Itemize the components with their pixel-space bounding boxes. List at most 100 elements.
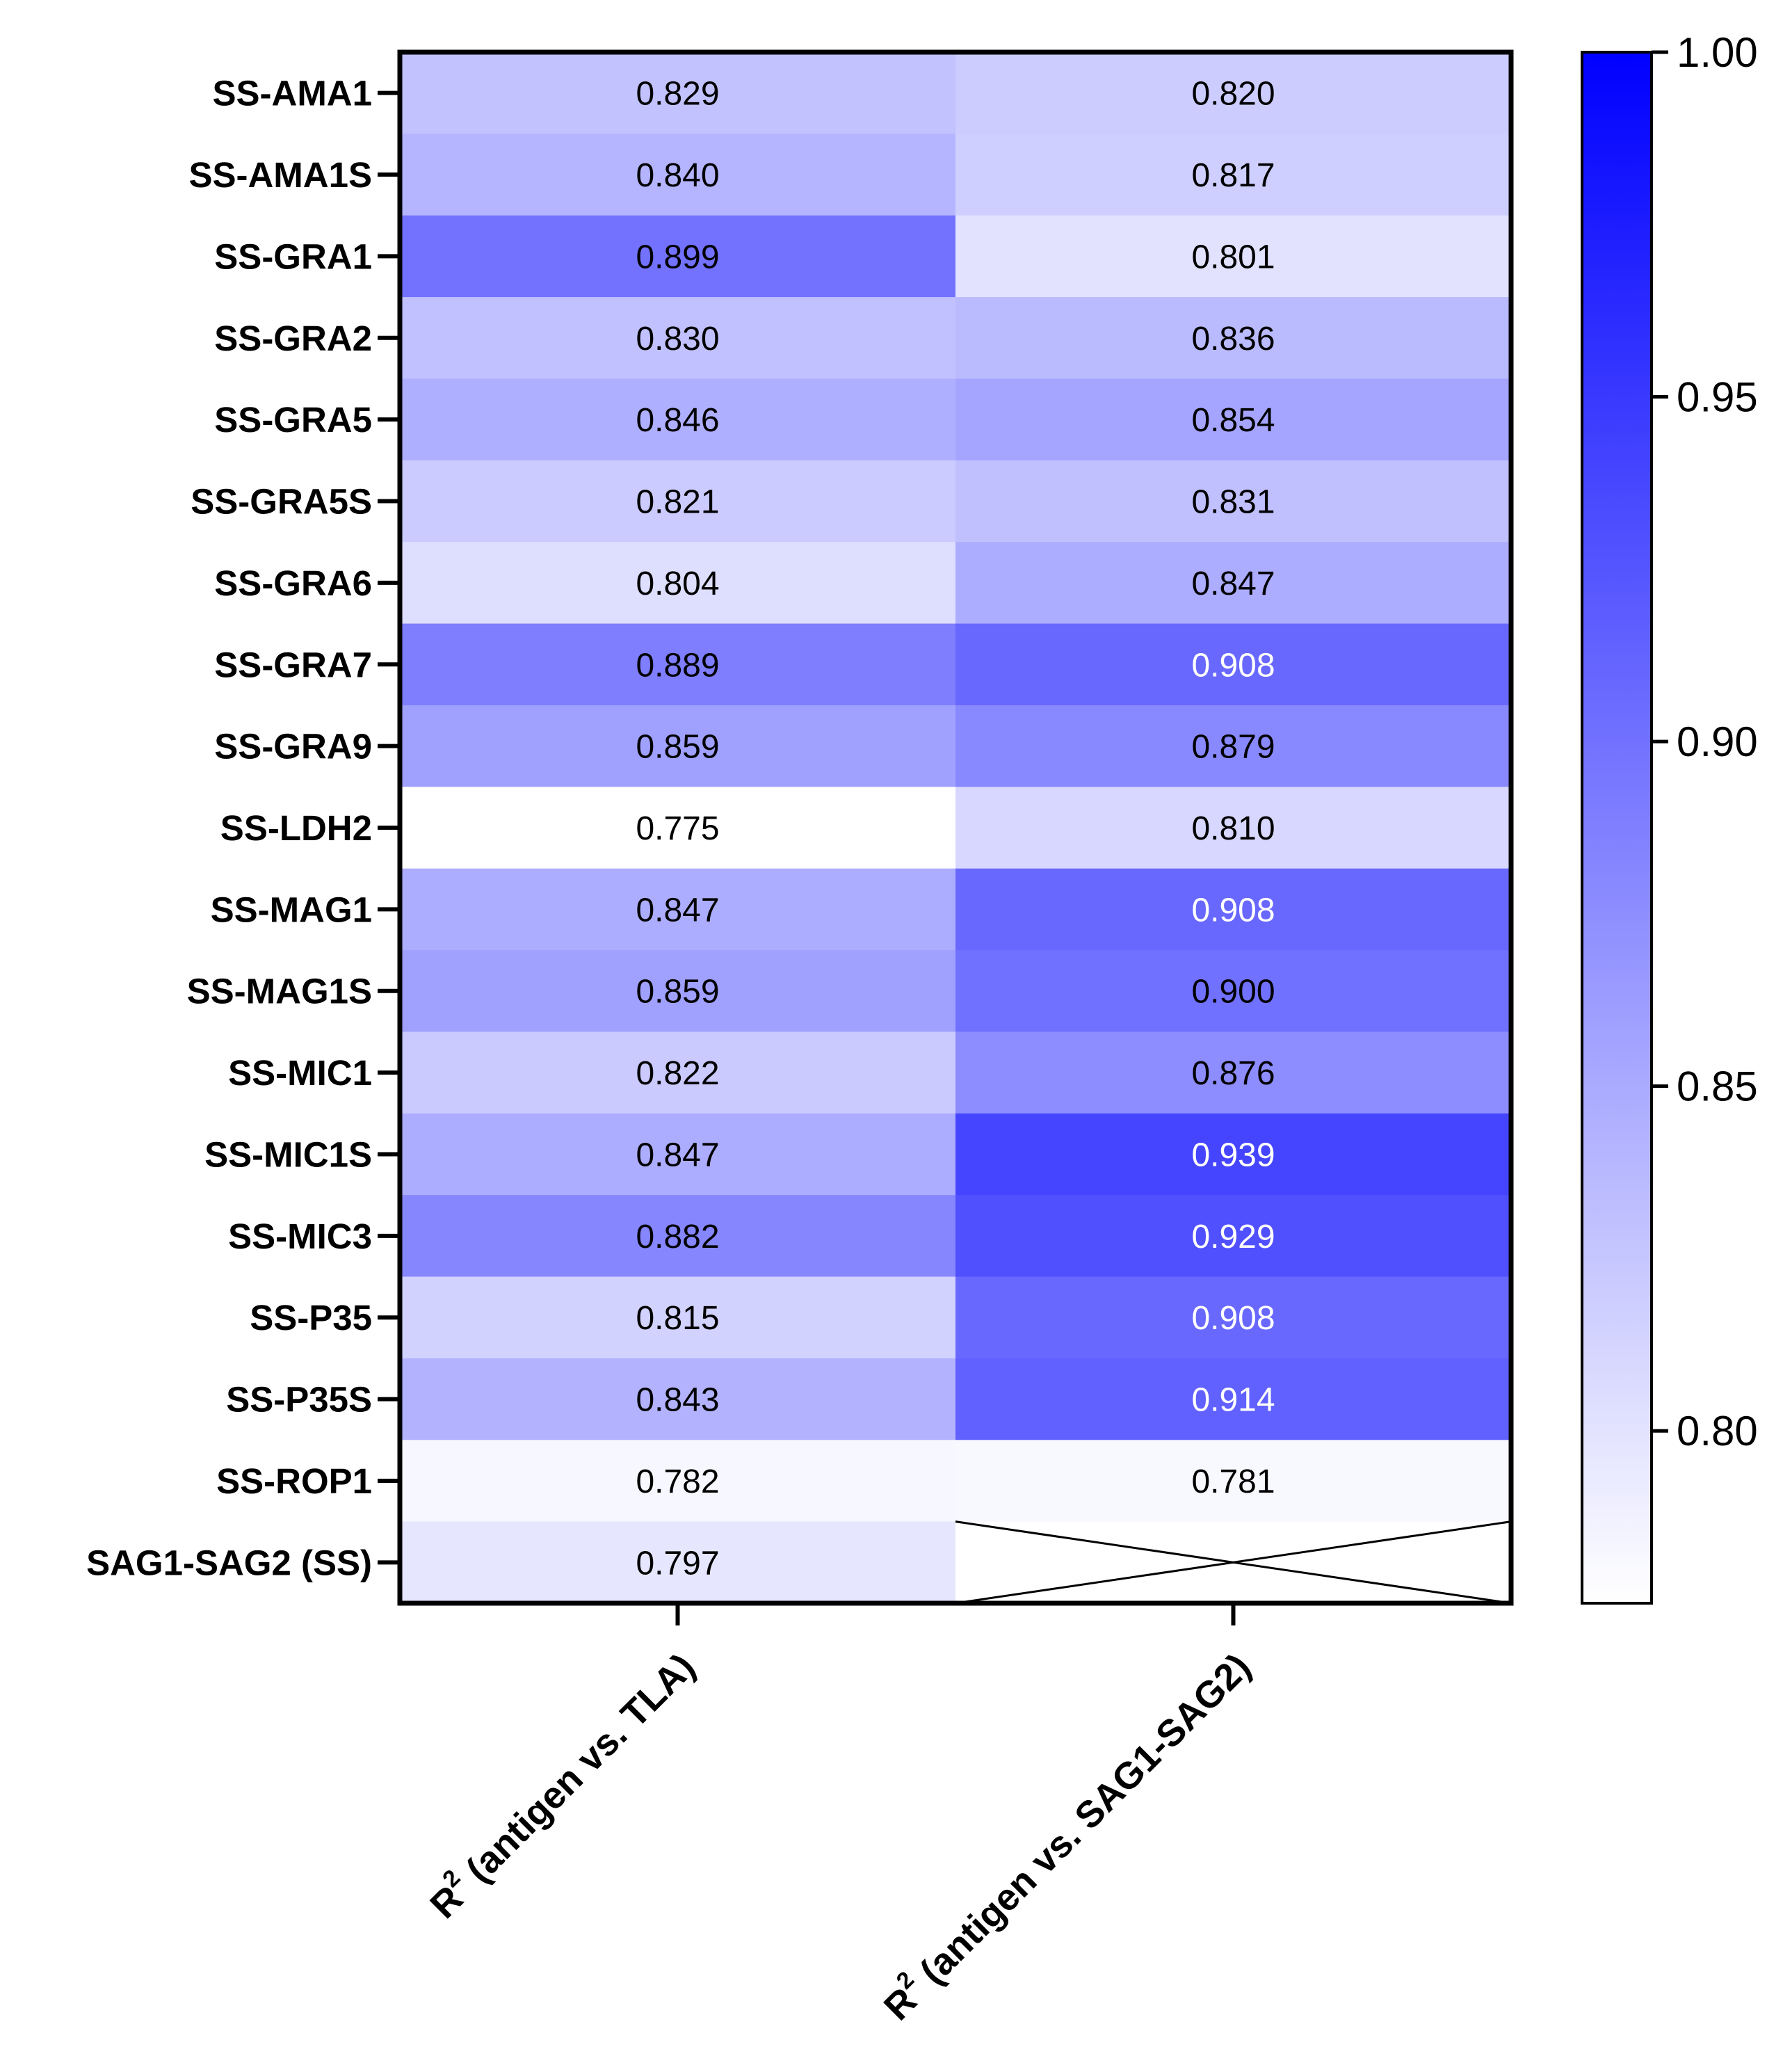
row-label: SS-MAG1 <box>211 890 372 929</box>
heatmap-cell <box>400 378 956 461</box>
heatmap-cell <box>400 950 956 1033</box>
colorbar-tick-label: 0.90 <box>1677 718 1758 765</box>
cell-value-label: 0.843 <box>636 1382 719 1419</box>
heatmap-cell <box>955 1113 1512 1196</box>
heatmap-cell <box>400 787 956 869</box>
colorbar-tick-label: 1.00 <box>1677 29 1758 76</box>
cell-value-label: 0.889 <box>636 647 719 684</box>
cell-value-label: 0.876 <box>1191 1055 1275 1092</box>
cell-value-label: 0.847 <box>636 892 719 929</box>
cell-value-label: 0.847 <box>636 1137 719 1173</box>
row-label: SS-P35S <box>226 1380 372 1420</box>
cell-value-label: 0.908 <box>1191 1300 1275 1337</box>
colorbar: 0.80 0.85 0.90 0.95 1.00 <box>1581 29 1758 1605</box>
cell-value-label: 0.879 <box>1191 729 1275 766</box>
row-label: SS-GRA6 <box>214 563 372 603</box>
row-label: SS-P35 <box>250 1298 372 1338</box>
missing-cell-marker <box>955 1520 1512 1605</box>
heatmap-cell <box>955 297 1512 380</box>
cell-value-label: 0.831 <box>1191 484 1275 521</box>
cell-value-label: 0.914 <box>1191 1382 1275 1419</box>
cell-value-label: 0.836 <box>1191 321 1275 358</box>
row-label: SS-GRA7 <box>214 645 372 684</box>
colorbar-tick-label: 0.85 <box>1677 1063 1758 1110</box>
cell-value-label: 0.797 <box>636 1545 719 1582</box>
heatmap-cell <box>955 1440 1512 1523</box>
cell-value-label: 0.840 <box>636 157 719 194</box>
heatmap-cell <box>955 460 1512 543</box>
heatmap-cell <box>955 868 1512 951</box>
heatmap-cell <box>400 215 956 298</box>
cell-value-label: 0.900 <box>1191 974 1275 1011</box>
row-label: SS-GRA5S <box>191 482 372 522</box>
cell-value-label: 0.829 <box>636 76 719 113</box>
heatmap-cell <box>400 1440 956 1523</box>
cell-value-label: 0.804 <box>636 565 719 602</box>
row-axis: SS-AMA1 SS-AMA1S SS-GRA1 SS-GRA2 SS-GRA5 SS-G… <box>86 74 400 1582</box>
heatmap-cell <box>955 1358 1512 1440</box>
heatmap-cell <box>400 542 956 625</box>
cell-value-label: 0.821 <box>636 484 719 521</box>
heatmap-cell <box>955 1195 1512 1278</box>
colorbar-tick-label: 0.80 <box>1677 1408 1758 1454</box>
cell-value-label: 0.847 <box>1191 565 1275 602</box>
colorbar-tick-label: 0.95 <box>1677 374 1758 421</box>
cell-value-label: 0.801 <box>1191 239 1275 275</box>
heatmap-cell <box>955 1031 1512 1114</box>
cell-value-label: 0.882 <box>636 1219 719 1255</box>
heatmap-cell <box>955 52 1512 134</box>
heatmap-cell <box>955 134 1512 216</box>
heatmap-cell <box>400 623 956 706</box>
cell-value-label: 0.782 <box>636 1463 719 1500</box>
cell-value-label: 0.815 <box>636 1300 719 1337</box>
heatmap-cell <box>955 705 1512 787</box>
cell-value-label: 0.846 <box>636 402 719 439</box>
row-label: SS-GRA5 <box>214 400 372 440</box>
row-label: SS-AMA1 <box>212 74 372 113</box>
cell-value-label: 0.817 <box>1191 157 1275 194</box>
heatmap-cell <box>955 950 1512 1033</box>
colorbar-gradient <box>1581 51 1653 1605</box>
row-label: SS-LDH2 <box>220 808 372 848</box>
row-label: SS-GRA2 <box>214 319 372 358</box>
cell-value-label: 0.899 <box>636 239 719 275</box>
cell-value-label: 0.859 <box>636 729 719 766</box>
missing-cross-line <box>955 1520 1512 1605</box>
heatmap-cell <box>400 1358 956 1440</box>
row-label: SAG1-SAG2 (SS) <box>86 1543 372 1582</box>
cell-value-label: 0.929 <box>1191 1219 1275 1255</box>
cell-value-label: 0.854 <box>1191 402 1275 439</box>
heatmap-cell <box>400 1521 956 1604</box>
heatmap-cell <box>400 460 956 543</box>
column-axis: R2 (antigen vs. TLA) R2 (antigen vs. SAG1… <box>422 1603 1259 2028</box>
heatmap-cell <box>400 705 956 787</box>
row-label: SS-MIC3 <box>228 1216 372 1256</box>
heatmap-cell <box>400 1031 956 1114</box>
heatmap-cell <box>400 134 956 216</box>
cell-value-label: 0.822 <box>636 1055 719 1092</box>
heatmap-cell <box>400 1113 956 1196</box>
row-label: SS-MIC1 <box>228 1053 372 1093</box>
heatmap-cell <box>955 215 1512 298</box>
cell-value-label: 0.908 <box>1191 892 1275 929</box>
heatmap-cell <box>400 868 956 951</box>
row-label: SS-MIC1S <box>204 1134 372 1174</box>
heatmap-cell <box>400 1195 956 1278</box>
heatmap-cell <box>400 52 956 134</box>
row-label: SS-AMA1S <box>188 155 372 195</box>
cell-value-label: 0.820 <box>1191 76 1275 113</box>
heatmap-cell <box>955 623 1512 706</box>
cell-value-label: 0.830 <box>636 321 719 358</box>
row-label: SS-MAG1S <box>187 972 372 1011</box>
cell-value-label: 0.908 <box>1191 647 1275 684</box>
heatmap-cell <box>400 1276 956 1359</box>
heatmap-cells: 0.829 0.820 0.840 0.817 0.899 0.801 0.830 0.836… <box>400 52 1512 1604</box>
cell-value-label: 0.775 <box>636 810 719 847</box>
cell-value-label: 0.810 <box>1191 810 1275 847</box>
column-label: R2 (antigen vs. SAG1-SAG2) <box>872 1641 1259 2028</box>
row-label: SS-ROP1 <box>216 1461 372 1501</box>
row-label: SS-GRA1 <box>214 236 372 276</box>
cell-value-label: 0.781 <box>1191 1463 1275 1500</box>
cell-value-label: 0.859 <box>636 974 719 1011</box>
